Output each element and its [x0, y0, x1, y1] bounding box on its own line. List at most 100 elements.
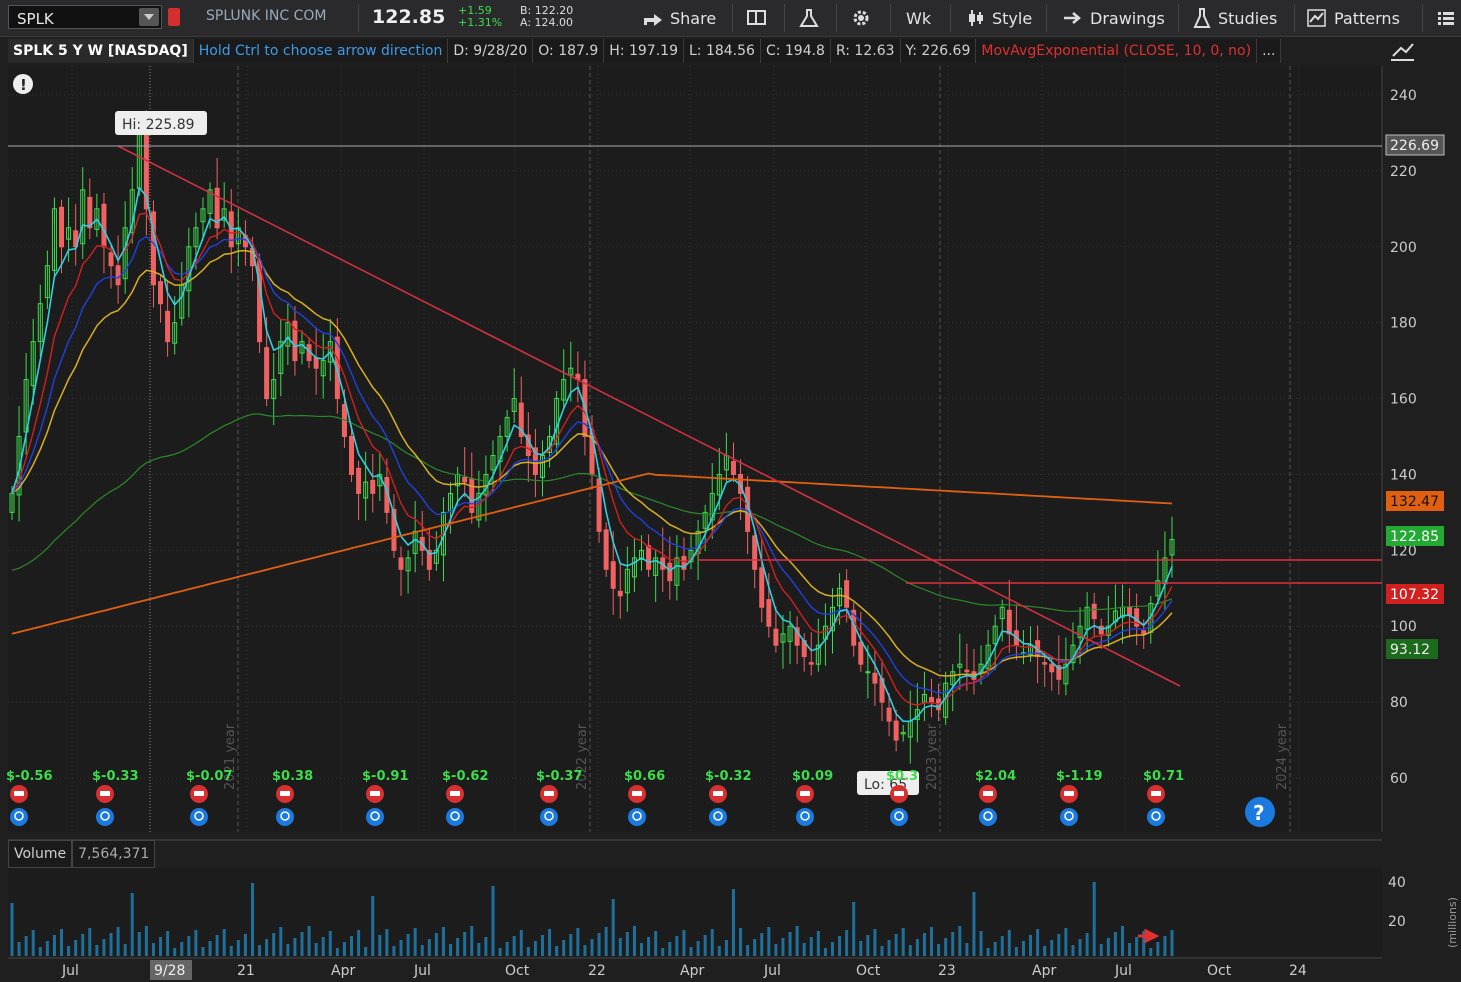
symbol-dropdown-icon[interactable] [139, 8, 159, 26]
earnings-phone-glyph [194, 791, 204, 796]
candle-body [16, 436, 22, 496]
ask-price: A: 124.00 [520, 16, 574, 29]
chart-expand-icon[interactable] [1388, 40, 1418, 64]
ema-green-line [11, 413, 1173, 612]
aggregation-button[interactable]: Wk [906, 0, 931, 36]
candle-body [709, 492, 715, 521]
volume-bar [378, 935, 382, 956]
volume-bar [130, 893, 134, 956]
candle-body [349, 436, 355, 475]
volume-bar [717, 946, 721, 956]
volume-bar [767, 927, 771, 956]
candle-body [370, 480, 376, 494]
volume-value: 7,564,371 [72, 840, 156, 868]
volume-bar [314, 943, 318, 956]
volume-bar [866, 935, 870, 956]
y-tick-label: 160 [1390, 392, 1417, 408]
x-axis-label: Apr [331, 963, 355, 979]
earnings-value: $0.09 [792, 769, 833, 784]
volume-bar [10, 903, 14, 956]
flexible-grid-button[interactable] [746, 0, 768, 36]
candle-body [992, 625, 998, 645]
volume-arrow-icon [1138, 928, 1160, 944]
candle-body [518, 402, 524, 437]
bulb-icon [96, 808, 114, 826]
volume-bar [1106, 938, 1110, 956]
volume-bar [300, 932, 304, 956]
candle-body [101, 203, 107, 248]
list-menu-icon [1438, 12, 1454, 25]
candle-body [1056, 665, 1062, 680]
volume-bar [208, 941, 212, 956]
bulb-icon [796, 808, 814, 826]
candle-body [568, 367, 574, 376]
volume-bar [420, 945, 424, 956]
volume-bar [632, 926, 636, 956]
volume-bar [1029, 935, 1033, 956]
volume-bar [123, 944, 127, 956]
more-button[interactable]: ... [1257, 39, 1282, 63]
style-button[interactable]: Style [966, 0, 1032, 36]
drawings-button[interactable]: Drawings [1062, 0, 1165, 36]
share-button[interactable]: Share [642, 0, 716, 36]
candle-body [334, 336, 340, 400]
cursor-date: 9/28 [154, 963, 185, 979]
candle-body [30, 341, 36, 387]
volume-bar [342, 942, 346, 956]
menu-button[interactable] [1436, 0, 1456, 36]
chart-title[interactable]: SPLK 5 Y W [NASDAQ] [8, 39, 194, 63]
bulb-glyph [194, 811, 204, 821]
candle-body [539, 454, 545, 478]
volume-bar [95, 945, 99, 956]
volume-bar [1021, 941, 1025, 956]
candle-body [773, 628, 779, 646]
ema-orange-line [11, 472, 1173, 635]
volume-bar [1043, 946, 1047, 956]
help-icon[interactable]: ? [1245, 797, 1275, 827]
bulb-icon [366, 808, 384, 826]
candle-body [1077, 625, 1083, 639]
volume-bar [321, 937, 325, 956]
alert-icon[interactable]: ! [13, 74, 33, 94]
bid-price: B: 122.20 [520, 4, 574, 17]
study-label[interactable]: MovAvgExponential (CLOSE, 10, 0, no) [976, 39, 1258, 63]
volume-bar [67, 946, 71, 956]
volume-bar [668, 942, 672, 956]
volume-bar [24, 936, 28, 956]
x-axis-label: 23 [938, 963, 956, 979]
volume-bar [371, 896, 375, 956]
volume-label[interactable]: Volume [8, 840, 73, 868]
alert-flag-icon[interactable] [168, 8, 180, 26]
ema-green-price: 93.12 [1390, 642, 1430, 658]
earnings-value: $0.66 [624, 769, 665, 784]
candle-body [165, 310, 171, 343]
study-lab-button[interactable] [798, 0, 820, 36]
candle-body [766, 599, 772, 627]
candle-body [900, 731, 906, 735]
settings-button[interactable] [850, 0, 872, 36]
divider [1294, 4, 1295, 32]
candle-body [320, 360, 326, 377]
volume-bar [187, 936, 191, 956]
symbol-input[interactable]: SPLK [8, 5, 162, 29]
volume-bar [724, 940, 728, 956]
x-axis-label: Oct [856, 963, 881, 979]
divider [1422, 4, 1423, 32]
volume-bar [887, 940, 891, 956]
volume-bar [1092, 882, 1096, 956]
downtrend-line[interactable] [117, 145, 1181, 687]
bulb-glyph [280, 811, 290, 821]
volume-bar [569, 934, 573, 956]
volume-bar [194, 930, 198, 956]
candle-body [462, 476, 468, 483]
volume-bar [243, 934, 247, 956]
volume-bar [215, 935, 219, 956]
candle-body [759, 567, 765, 608]
volume-bar [272, 933, 276, 956]
studies-button[interactable]: Studies [1192, 0, 1277, 36]
patterns-button[interactable]: Patterns [1306, 0, 1400, 36]
earnings-phone-glyph [894, 791, 904, 796]
volume-bar [852, 902, 856, 956]
volume-bar [901, 928, 905, 956]
